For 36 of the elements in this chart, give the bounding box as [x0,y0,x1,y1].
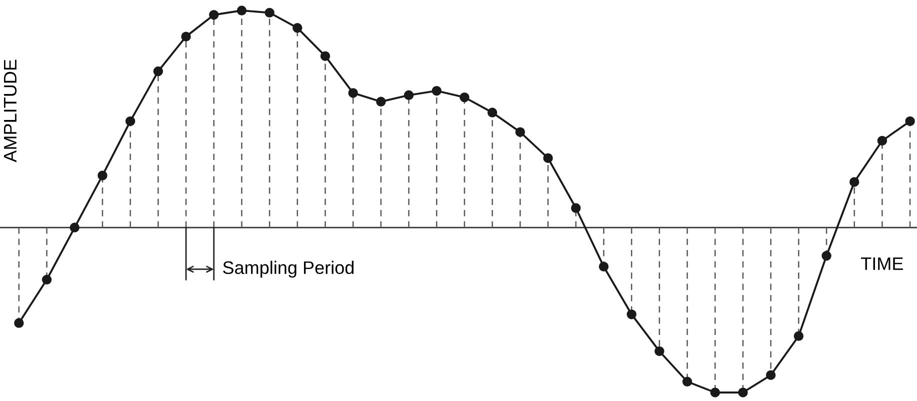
point [153,66,164,76]
point [849,177,860,187]
point [320,51,330,61]
point [654,346,664,356]
point [404,90,414,100]
point [42,274,52,284]
point [794,331,804,341]
point [822,250,832,261]
point [738,388,748,398]
point [432,86,442,96]
point [98,170,108,180]
point [460,92,470,102]
annotation: Sampling Period [223,260,354,278]
point [376,96,386,107]
point [710,388,720,398]
point [598,262,609,272]
point [877,136,888,146]
point [181,32,191,42]
y-axis-title: AMPLITUDE [4,60,17,162]
x-axis-title: TIME [860,257,903,270]
point [626,309,636,320]
point [125,116,136,126]
point [236,6,247,16]
point [571,203,581,213]
point [905,116,915,126]
point [682,376,692,386]
point [264,8,274,18]
point [348,88,358,98]
point [515,127,526,137]
point [70,222,80,232]
point [292,23,302,33]
point [209,10,219,20]
point [543,153,553,163]
point [766,370,776,380]
point [14,318,24,328]
point [487,108,498,118]
